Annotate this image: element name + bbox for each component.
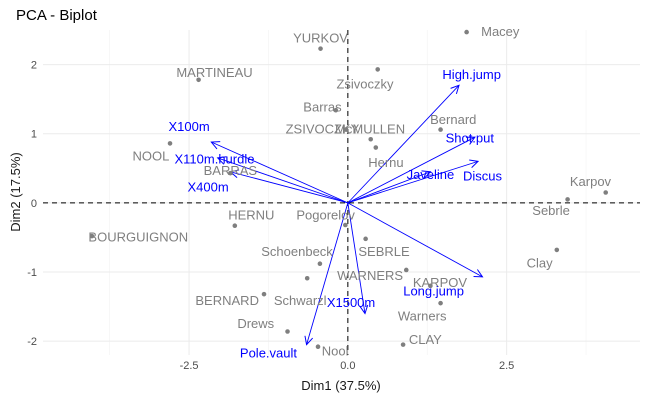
point-martineau: [196, 77, 201, 83]
variable-arrows: [211, 85, 482, 344]
point-clay: [400, 342, 406, 347]
point-zsivoczky: [343, 127, 349, 132]
point-label-clay: CLAY: [409, 332, 442, 347]
point-label-bernard: BERNARD: [195, 293, 259, 308]
variable-label-x1500m: X1500m: [327, 295, 375, 310]
chart-title: PCA - Biplot: [16, 7, 98, 24]
point-label-mcmullen: McMULLEN: [335, 122, 405, 137]
y-tick-label: -1: [27, 267, 37, 279]
y-tick-label: 0: [31, 198, 37, 210]
y-tick-label: 1: [31, 129, 37, 141]
variable-arrow-x100m: [211, 142, 349, 204]
variable-label-long-jump: Long.jump: [403, 283, 464, 298]
variable-label-javeline: Javeline: [407, 167, 455, 182]
zero-axes: [43, 30, 640, 355]
point-macey: [464, 29, 469, 35]
point-label-warners: WARNERS: [337, 268, 403, 283]
point-yurkov: [318, 46, 323, 51]
point-label-yurkov: YURKOV: [293, 30, 348, 45]
point-label-warners: Warners: [398, 308, 447, 323]
point-bernard: [438, 127, 443, 132]
point-karpov: [603, 190, 609, 195]
x-axis-label: Dim1 (37.5%): [301, 378, 380, 393]
point-hernu: [373, 145, 379, 150]
individual-points: [89, 29, 609, 350]
x-tick-label: 0.0: [340, 360, 355, 372]
point-warners: [438, 300, 443, 306]
point-label-hernu: HERNU: [228, 207, 274, 222]
x-tick-label: -2.5: [180, 360, 199, 372]
variable-label-x100m: X100m: [168, 119, 209, 134]
point-karpov: [428, 283, 433, 289]
point-label-nool: Nool: [322, 344, 349, 359]
point-sebrle: [565, 197, 570, 202]
point-clay: [554, 247, 560, 253]
individual-labels: Macey YURKOV Zsivoczky MARTINEAU Barras Berna…: [88, 24, 611, 358]
plot-panel: [43, 30, 640, 355]
point-zsivoczky: [375, 67, 381, 72]
point-schoenbeck: [317, 261, 323, 267]
variable-labels: High.jump Shot.put Discus Javeline X100m X110…: [168, 67, 502, 361]
variable-label-high-jump: High.jump: [442, 67, 501, 82]
point-hernu: [232, 223, 238, 228]
point-drews: [285, 329, 290, 334]
point-label-zsivoczky: Zsivoczky: [336, 77, 394, 92]
variable-label-pole-vault: Pole.vault: [240, 346, 297, 361]
variable-arrow-pole-vault: [307, 202, 349, 345]
variable-arrow-x110m-hurdle: [218, 158, 348, 204]
point-nool: [315, 344, 321, 350]
point-sebrle: [363, 236, 368, 242]
point-label-schoenbeck: Schoenbeck: [261, 244, 333, 259]
x-tick-label: 2.5: [499, 360, 514, 372]
point-label-zsivoczky: ZSIVOCZKY: [286, 122, 360, 137]
variable-arrow-shot-put: [347, 137, 475, 204]
variable-arrow-discus: [347, 161, 478, 204]
point-nool: [167, 141, 173, 146]
point-label-sebrle: SEBRLE: [358, 244, 410, 259]
variable-arrow-javeline: [347, 172, 431, 204]
variable-arrow-x1500m: [347, 202, 365, 314]
variable-label-discus: Discus: [463, 169, 503, 184]
point-schwarzl: [304, 275, 310, 281]
point-label-macey: Macey: [481, 24, 520, 39]
point-label-nool: NOOL: [133, 149, 170, 164]
point-bourguignon: [89, 233, 95, 239]
point-label-pogorelov: Pogorelov: [296, 207, 355, 222]
point-label-martineau: MARTINEAU: [176, 65, 252, 80]
point-label-hernu: Hernu: [368, 155, 403, 170]
tick-labels: -2.5 0.0 2.5 -2 -1 0 1 2: [27, 60, 514, 372]
point-label-barras: BARRAS: [204, 163, 258, 178]
point-label-barras: Barras: [303, 99, 342, 114]
point-label-clay: Clay: [527, 256, 554, 271]
variable-arrow-high-jump: [347, 85, 459, 204]
point-warners: [403, 267, 409, 273]
point-label-schwarzl: Schwarzl: [274, 293, 327, 308]
y-axis-label: Dim2 (17.5%): [8, 152, 23, 231]
point-label-karpov: Karpov: [570, 174, 612, 189]
point-barras: [228, 170, 233, 176]
point-label-bourguignon: BOURGUIGNON: [88, 229, 188, 244]
y-tick-label: 2: [31, 60, 37, 72]
point-bernard: [261, 291, 267, 297]
point-label-drews: Drews: [237, 316, 274, 331]
variable-label-x110m-hurdle: X110m.hurdle: [174, 151, 254, 166]
point-mcmullen: [368, 136, 374, 142]
point-barras: [333, 107, 339, 113]
point-label-karpov: KARPOV: [413, 275, 468, 290]
variable-label-x400m: X400m: [188, 180, 229, 195]
point-label-bernard: Bernard: [430, 112, 476, 127]
y-tick-label: -2: [27, 336, 37, 348]
variable-arrow-x400m: [230, 172, 348, 204]
variable-label-shot-put: Shot.put: [446, 131, 495, 146]
point-label-sebrle: Sebrle: [532, 203, 570, 218]
point-pogorelov: [343, 222, 348, 228]
variable-arrow-long-jump: [347, 202, 483, 277]
